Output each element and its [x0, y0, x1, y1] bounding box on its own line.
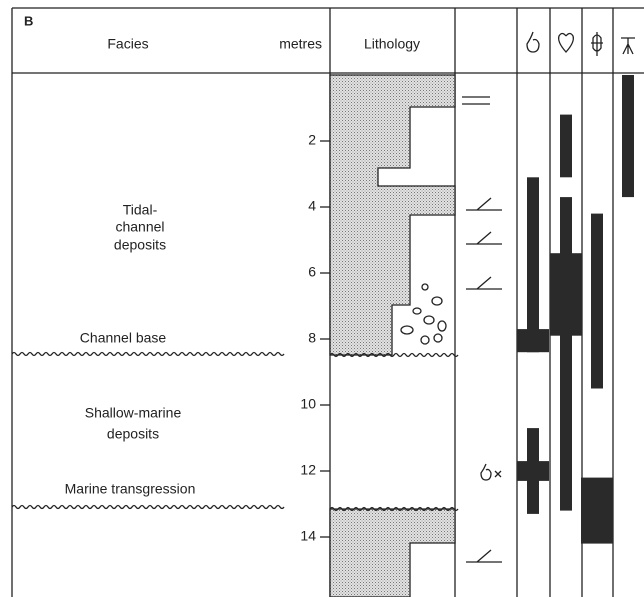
facies-label: Shallow-marine: [85, 405, 182, 421]
range-bar: [591, 214, 603, 389]
lithology-column: [330, 75, 455, 597]
range-bar: [517, 329, 549, 352]
depth-tick-label: 8: [308, 330, 316, 346]
range-bar: [560, 115, 572, 178]
lithology-header: Lithology: [364, 36, 420, 52]
depth-tick-label: 2: [308, 132, 316, 148]
facies-label: Tidal-: [123, 202, 158, 218]
depth-tick-label: 6: [308, 264, 316, 280]
facies-label: Channel base: [80, 330, 167, 346]
facies-label: deposits: [107, 426, 159, 442]
range-bar: [581, 478, 613, 544]
depth-tick-label: 10: [300, 396, 316, 412]
facies-label: Marine transgression: [65, 481, 196, 497]
range-bar: [517, 461, 549, 481]
depth-tick-label: 14: [300, 528, 316, 544]
fossil-symbols: [527, 32, 635, 56]
erosion-surface: [12, 506, 284, 509]
range-bar: [560, 197, 572, 511]
facies-label: deposits: [114, 237, 166, 253]
sedimentary-structures: [462, 97, 502, 562]
panel-label: B: [24, 13, 33, 28]
depth-tick-label: 12: [300, 462, 316, 478]
figure: B Facies metres Lithology 2 4 6 8 10 12 14 Tida…: [0, 0, 644, 597]
facies-label: channel: [115, 219, 164, 235]
range-bar: [550, 253, 582, 336]
fossil-ranges: [517, 75, 634, 544]
range-bar: [527, 177, 539, 352]
depth-tick-label: 4: [308, 198, 316, 214]
erosion-surface: [12, 353, 284, 356]
range-bar: [622, 75, 634, 197]
metres-header: metres: [279, 36, 322, 52]
facies-header: Facies: [107, 36, 148, 52]
